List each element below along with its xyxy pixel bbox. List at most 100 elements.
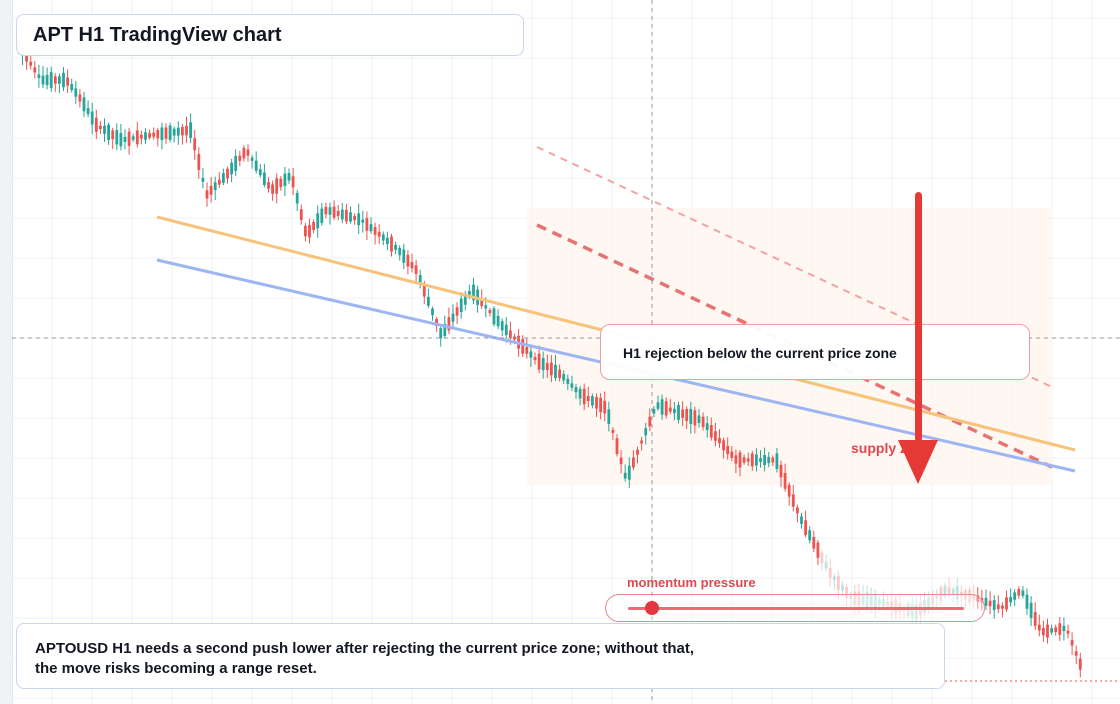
candle xyxy=(349,206,352,224)
candle-body xyxy=(660,399,664,415)
candle xyxy=(254,151,258,174)
candle-body xyxy=(1033,612,1037,626)
candle xyxy=(910,596,914,625)
candle xyxy=(33,60,37,79)
candle-body xyxy=(697,415,701,423)
candle-body xyxy=(599,397,602,413)
candle-body xyxy=(746,458,750,462)
candle-body xyxy=(857,591,861,607)
candle xyxy=(271,180,274,201)
candle xyxy=(410,253,414,273)
candle-body xyxy=(537,353,541,370)
candle-body xyxy=(201,177,205,182)
candle xyxy=(488,307,492,317)
candle-body xyxy=(947,587,951,594)
candle-body xyxy=(324,206,328,215)
candle xyxy=(172,126,176,143)
candle xyxy=(115,123,119,151)
candle-body xyxy=(172,128,176,136)
candle-body xyxy=(455,307,459,316)
candle xyxy=(439,325,443,347)
candle-body xyxy=(882,598,885,607)
candle-body xyxy=(550,362,553,376)
candle-body xyxy=(1054,627,1058,633)
candle-body xyxy=(935,595,939,599)
candle-body xyxy=(37,74,41,79)
candle-body xyxy=(246,149,250,156)
candle xyxy=(984,589,988,611)
candle-body xyxy=(193,138,197,151)
candle xyxy=(176,121,180,145)
candle-body xyxy=(394,244,397,250)
candle-body xyxy=(74,88,78,97)
candle-body xyxy=(1021,590,1025,596)
candle-body xyxy=(468,290,471,296)
candle-body xyxy=(492,308,496,325)
candle-body xyxy=(591,396,594,406)
candle xyxy=(451,304,455,330)
candle-body xyxy=(336,210,340,216)
candle-body xyxy=(718,437,721,444)
candle-body xyxy=(849,595,853,599)
candle-body xyxy=(49,72,53,88)
candle xyxy=(242,145,246,162)
candle-body xyxy=(570,383,574,388)
candle-body xyxy=(1070,640,1074,646)
analysis-note: APTOUSD H1 needs a second push lower aft… xyxy=(16,623,945,689)
candle xyxy=(369,217,373,234)
candle-body xyxy=(435,318,438,327)
candle-body xyxy=(349,212,352,222)
candle xyxy=(1046,618,1049,644)
candle-body xyxy=(681,409,684,418)
candle xyxy=(677,401,680,424)
candle-body xyxy=(1009,597,1012,603)
candle xyxy=(804,510,807,538)
momentum-label: momentum pressure xyxy=(627,575,756,590)
candle-body xyxy=(361,219,365,223)
candle xyxy=(996,595,1000,614)
candle-body xyxy=(365,218,369,231)
candle-body xyxy=(279,178,283,188)
candle xyxy=(402,243,406,270)
candle-body xyxy=(164,127,168,139)
candle xyxy=(685,406,689,429)
candle xyxy=(693,406,697,434)
candle xyxy=(492,306,496,327)
candle xyxy=(345,203,348,225)
candle-body xyxy=(160,127,164,140)
candle-body xyxy=(488,310,492,314)
candle-body xyxy=(582,388,586,405)
candle xyxy=(316,205,320,238)
candle xyxy=(189,113,192,144)
candle xyxy=(955,577,959,607)
candle xyxy=(763,447,766,472)
candle xyxy=(931,590,935,608)
candle xyxy=(787,482,791,506)
candle-body xyxy=(701,416,705,428)
candle xyxy=(595,393,598,417)
candle-body xyxy=(263,172,266,186)
candle-body xyxy=(951,588,955,595)
candle-body xyxy=(332,206,336,218)
candle xyxy=(1013,589,1017,606)
candle xyxy=(45,67,49,90)
candle xyxy=(644,422,648,445)
candle-body xyxy=(381,234,385,241)
candle xyxy=(742,454,746,465)
candle-body xyxy=(611,429,615,433)
candle-body xyxy=(267,182,270,189)
candle xyxy=(279,176,283,191)
candle xyxy=(832,573,836,590)
candle-body xyxy=(837,576,840,590)
candle xyxy=(1033,602,1037,630)
candle-body xyxy=(345,209,348,222)
candle xyxy=(578,386,582,406)
candle-body xyxy=(377,231,381,237)
candle xyxy=(619,450,623,474)
candle-body xyxy=(291,176,295,188)
candle xyxy=(812,530,816,552)
candle xyxy=(295,189,299,212)
candle xyxy=(816,539,820,565)
candle-body xyxy=(144,132,147,140)
candle-body xyxy=(640,440,643,444)
